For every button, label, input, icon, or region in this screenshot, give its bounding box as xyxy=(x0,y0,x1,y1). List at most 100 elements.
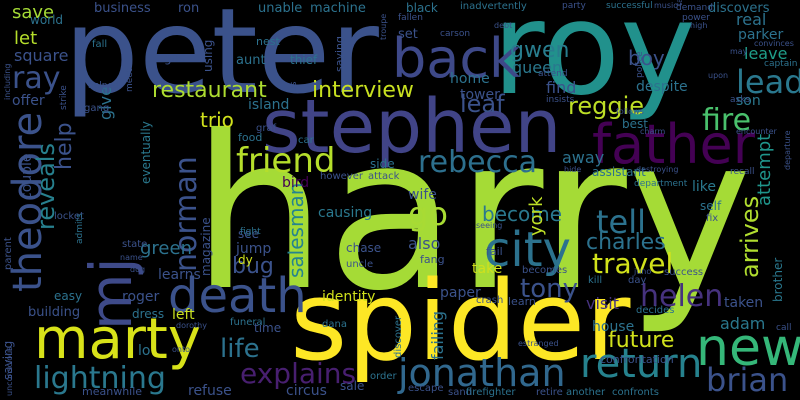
word-dy: dy xyxy=(238,253,253,267)
word-queen: queen xyxy=(512,58,563,77)
word-music: music xyxy=(654,1,678,10)
word-city: city xyxy=(484,222,571,278)
word-discover: discover xyxy=(393,315,404,358)
word-square: square xyxy=(14,46,69,65)
word-future: future xyxy=(608,328,675,353)
word-nest: nest xyxy=(256,35,280,48)
word-charles: charles xyxy=(586,230,666,255)
word-roy: roy xyxy=(492,0,696,124)
word-parent: parent xyxy=(3,237,14,270)
word-attempt: attempt xyxy=(754,133,775,206)
word-trio: trio xyxy=(200,108,234,132)
word-return: return xyxy=(580,341,703,387)
word-bug: bug xyxy=(232,254,274,279)
word-assistant: assistant xyxy=(592,165,646,179)
word-troupe: troupe xyxy=(379,13,388,40)
word-tower: tower xyxy=(460,87,500,103)
word-travel: travel xyxy=(592,247,674,280)
word-black: black xyxy=(406,1,438,15)
word-call: call xyxy=(776,323,792,333)
word-success: success xyxy=(664,267,704,278)
word-parker: parker xyxy=(738,27,784,43)
word-police: police xyxy=(635,51,645,78)
word-car: car xyxy=(298,135,314,146)
word-escape: escape xyxy=(408,383,444,394)
word-may: may xyxy=(730,47,748,56)
word-asks: asks xyxy=(730,95,751,105)
word-death: death xyxy=(168,268,307,324)
word-jonathan: jonathan xyxy=(398,351,566,395)
word-departure: departure xyxy=(783,130,792,170)
word-business: business xyxy=(94,1,151,16)
word-magazine: magazine xyxy=(199,217,213,276)
word-another: another xyxy=(566,387,606,398)
word-dog: dog xyxy=(130,265,146,274)
word-dress: dress xyxy=(132,307,165,321)
word-admits: admits xyxy=(75,213,85,244)
word-food: food xyxy=(238,131,263,144)
word-carson: carson xyxy=(440,29,471,39)
word-world: world xyxy=(30,13,64,27)
word-graf: graf xyxy=(256,123,277,134)
word-find: find xyxy=(546,78,577,97)
word-new: new xyxy=(696,318,800,378)
word-kill: kill xyxy=(588,275,603,286)
word-estranged: estranged xyxy=(518,339,559,348)
word-day: day xyxy=(628,275,647,286)
word-boy: boy xyxy=(628,46,665,70)
word-saying: saying xyxy=(333,36,346,72)
word-encounter: encounter xyxy=(736,127,777,136)
word-also: also xyxy=(408,234,441,253)
word-inadvertently: inadvertently xyxy=(460,1,527,12)
word-confronts: confronts xyxy=(612,387,659,398)
word-insists: insists xyxy=(546,95,575,105)
word-jump: jump xyxy=(236,241,272,257)
word-power: power xyxy=(682,13,710,23)
word-spider: spider xyxy=(290,257,631,385)
word-friend: friend xyxy=(236,141,336,181)
word-state: state xyxy=(122,239,148,250)
word-gas: gas xyxy=(164,51,186,65)
word-us: us xyxy=(289,81,299,92)
word-home: home xyxy=(450,71,490,87)
word-party: party xyxy=(562,1,586,11)
word-take: take xyxy=(472,261,503,277)
word-salesman: salesman xyxy=(284,182,308,278)
word-aunt: aunt xyxy=(236,53,266,68)
word-identity: identity xyxy=(322,289,376,305)
word-set: set xyxy=(398,27,418,42)
word-destroying: destroying xyxy=(636,165,679,174)
word-fallen: fallen xyxy=(398,13,423,23)
word-easy: easy xyxy=(54,289,83,303)
word-dana: dana xyxy=(322,319,347,330)
word-unconscious: unconscious xyxy=(5,346,14,396)
word-thief: thief xyxy=(290,53,318,67)
word-eventually: eventually xyxy=(139,121,153,184)
word-go: go xyxy=(408,195,448,233)
word-successful: successful xyxy=(606,1,653,11)
word-peter: peter xyxy=(64,0,379,120)
word-taken: taken xyxy=(724,295,764,311)
word-causing: causing xyxy=(318,205,373,221)
word-recall: recall xyxy=(730,167,755,177)
word-department: department xyxy=(634,179,688,189)
word-charm: charm xyxy=(640,127,666,136)
word-bird: bird xyxy=(282,175,310,191)
word-leaf: leaf xyxy=(460,90,505,118)
word-self: self xyxy=(700,199,722,213)
word-onto: onto xyxy=(172,345,190,354)
word-wife: wife xyxy=(408,187,437,203)
word-see: see xyxy=(238,227,260,241)
word-strike: strike xyxy=(59,85,69,110)
word-like: like xyxy=(692,179,717,195)
word-son: son xyxy=(736,93,761,109)
word-arrives: arrives xyxy=(736,195,764,278)
word-chase: chase xyxy=(346,241,382,255)
word-stephen: stephen xyxy=(262,84,562,170)
word-locket: locket xyxy=(54,211,84,222)
word-using: using xyxy=(201,39,215,72)
word-tell: tell xyxy=(596,203,647,241)
word-offer: offer xyxy=(12,93,45,109)
word-lightning: lightning xyxy=(34,361,166,396)
word-funeral: funeral xyxy=(230,317,266,328)
